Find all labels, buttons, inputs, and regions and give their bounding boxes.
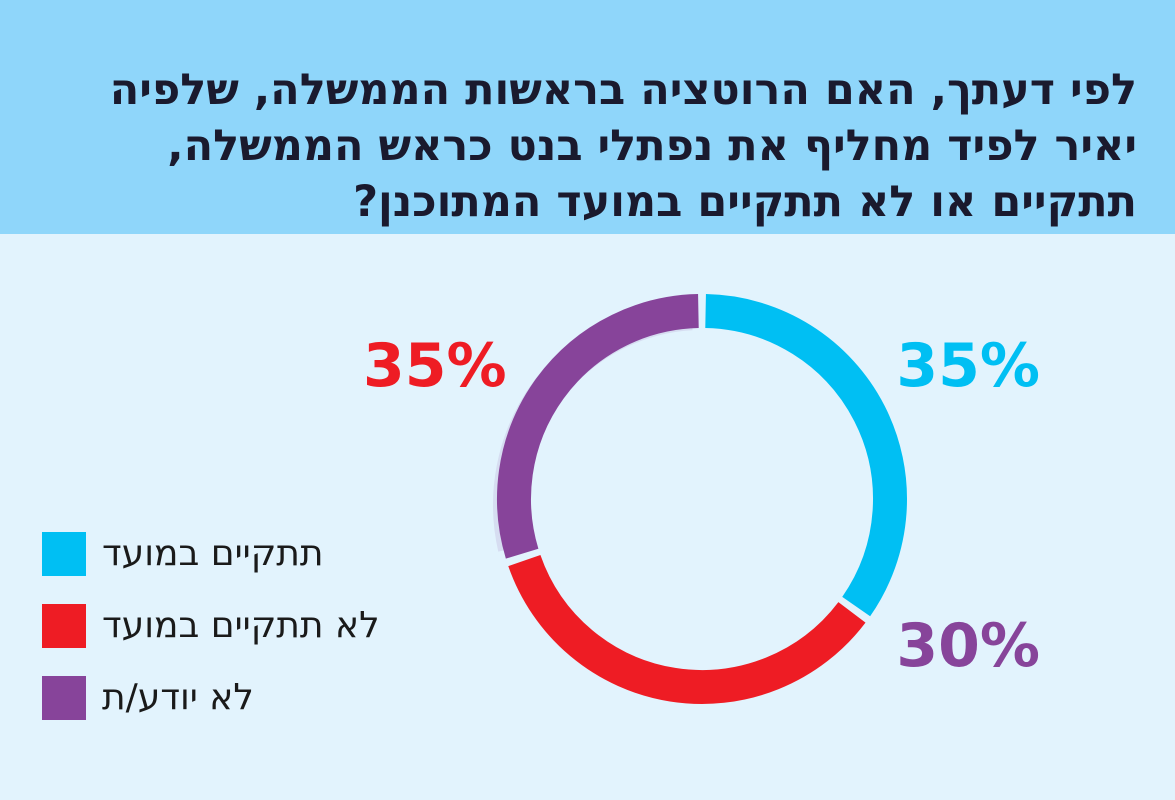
donut-ring xyxy=(497,294,907,704)
legend-item: תתקיים במועד xyxy=(42,530,462,602)
donut-segment-will-not-happen xyxy=(508,554,866,704)
legend-label-will-happen: תתקיים במועד xyxy=(102,533,324,574)
legend-swatch-will-not-happen xyxy=(42,604,86,648)
legend-label-will-not-happen: לא תתקיים במועד xyxy=(102,605,380,646)
legend-label-dont-know: לא יודע/ת xyxy=(102,677,254,718)
legend-swatch-dont-know xyxy=(42,676,86,720)
data-label-dont-know: 30% xyxy=(896,611,1040,681)
legend-item: לא יודע/ת xyxy=(42,674,462,746)
chart-title: לפי דעתך, האם הרוטציה בראשות הממשלה, שלפ… xyxy=(109,65,1137,227)
data-labels: 35% 35% 30% xyxy=(363,331,1040,681)
data-label-will-not-happen: 35% xyxy=(363,331,507,401)
legend-item: לא תתקיים במועד xyxy=(42,602,462,674)
legend: תתקיים במועד לא תתקיים במועד לא יודע/ת xyxy=(42,530,462,746)
legend-swatch-will-happen xyxy=(42,532,86,576)
header-banner: לפי דעתך, האם הרוטציה בראשות הממשלה, שלפ… xyxy=(0,0,1175,234)
data-label-will-happen: 35% xyxy=(896,331,1040,401)
donut-segment-dont-know xyxy=(497,294,699,559)
donut-chart: 35% 35% 30% xyxy=(363,294,1040,704)
donut-segment-will-happen xyxy=(705,294,907,617)
